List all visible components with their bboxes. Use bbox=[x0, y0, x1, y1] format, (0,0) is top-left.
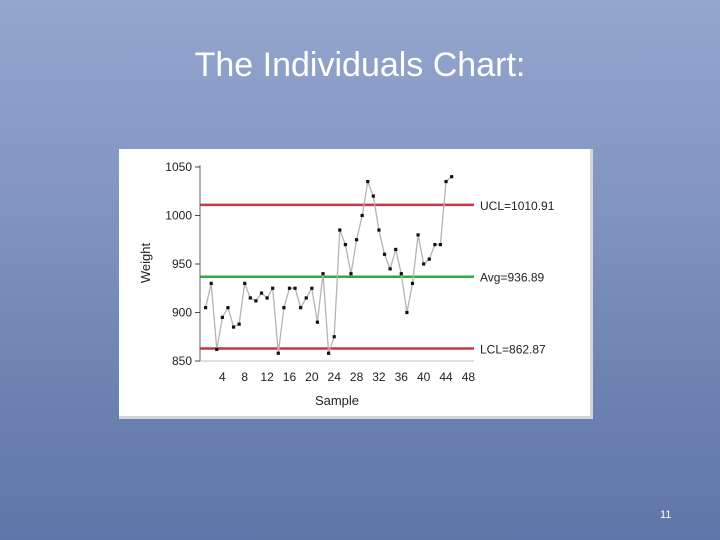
data-point bbox=[377, 228, 381, 232]
x-tick-label: 40 bbox=[417, 370, 431, 384]
data-point bbox=[349, 272, 353, 276]
data-point bbox=[360, 213, 364, 218]
data-point bbox=[388, 267, 392, 271]
data-point bbox=[215, 347, 219, 351]
data-point bbox=[444, 179, 448, 184]
data-point bbox=[438, 243, 443, 247]
x-tick-label: 16 bbox=[283, 370, 297, 384]
x-tick-label: 44 bbox=[439, 370, 453, 384]
data-point bbox=[231, 325, 236, 329]
data-point bbox=[382, 252, 387, 256]
x-tick-label: 32 bbox=[372, 370, 386, 384]
data-point bbox=[282, 306, 286, 310]
x-tick-label: 24 bbox=[328, 370, 342, 384]
y-tick-label: 1050 bbox=[165, 160, 192, 174]
data-point bbox=[243, 281, 247, 285]
x-tick-label: 48 bbox=[462, 370, 476, 384]
x-tick-label: 8 bbox=[241, 370, 248, 384]
y-axis-label: Weight bbox=[138, 243, 153, 284]
data-point bbox=[203, 306, 208, 310]
data-point bbox=[410, 281, 415, 285]
avg-label: Avg=936.89 bbox=[480, 271, 544, 285]
chart-frame: UCL=1010.91 Avg=936.89 LCL=862.87 850 900 95… bbox=[119, 149, 593, 419]
individuals-chart: UCL=1010.91 Avg=936.89 LCL=862.87 850 900 95… bbox=[138, 160, 555, 408]
data-point bbox=[338, 228, 342, 232]
ucl-label: UCL=1010.91 bbox=[480, 199, 555, 213]
x-tick-label: 4 bbox=[219, 370, 226, 384]
slide-title: The Individuals Chart: bbox=[194, 46, 526, 84]
data-point bbox=[287, 286, 292, 290]
x-tick-label: 12 bbox=[260, 370, 274, 384]
data-point bbox=[220, 315, 224, 319]
data-point bbox=[271, 286, 275, 290]
data-point bbox=[366, 179, 370, 184]
y-tick-label: 850 bbox=[172, 354, 192, 368]
x-tick-label: 20 bbox=[305, 370, 319, 384]
lcl-label: LCL=862.87 bbox=[480, 343, 546, 357]
data-point bbox=[354, 238, 359, 242]
data-point bbox=[332, 335, 336, 339]
x-axis-label: Sample bbox=[315, 393, 359, 408]
data-series bbox=[203, 175, 454, 355]
data-point bbox=[327, 351, 331, 355]
data-point bbox=[226, 306, 230, 310]
data-point bbox=[422, 262, 426, 266]
data-point bbox=[394, 247, 398, 252]
data-point bbox=[304, 296, 308, 300]
data-point bbox=[399, 272, 403, 276]
data-point bbox=[299, 306, 303, 310]
page-number: 11 bbox=[660, 509, 672, 521]
y-tick-label: 950 bbox=[172, 257, 192, 271]
data-point bbox=[315, 320, 320, 324]
data-point bbox=[416, 233, 420, 237]
data-point bbox=[427, 257, 431, 261]
data-point bbox=[371, 194, 375, 198]
data-point bbox=[259, 291, 264, 295]
y-tick-label: 900 bbox=[172, 306, 192, 320]
data-point bbox=[433, 243, 437, 247]
data-point bbox=[237, 322, 241, 326]
x-tick-label: 36 bbox=[395, 370, 409, 384]
data-point bbox=[310, 286, 314, 290]
data-point bbox=[265, 296, 269, 300]
data-point bbox=[276, 351, 280, 355]
data-point bbox=[254, 299, 258, 303]
data-point bbox=[343, 243, 347, 247]
data-point bbox=[450, 175, 454, 179]
data-point bbox=[209, 281, 213, 285]
data-point bbox=[405, 310, 409, 315]
y-tick-label: 1000 bbox=[165, 209, 192, 223]
data-point bbox=[321, 272, 325, 276]
data-point bbox=[293, 286, 297, 290]
series-line bbox=[204, 176, 453, 354]
data-point bbox=[248, 296, 252, 300]
x-tick-label: 28 bbox=[350, 370, 364, 384]
